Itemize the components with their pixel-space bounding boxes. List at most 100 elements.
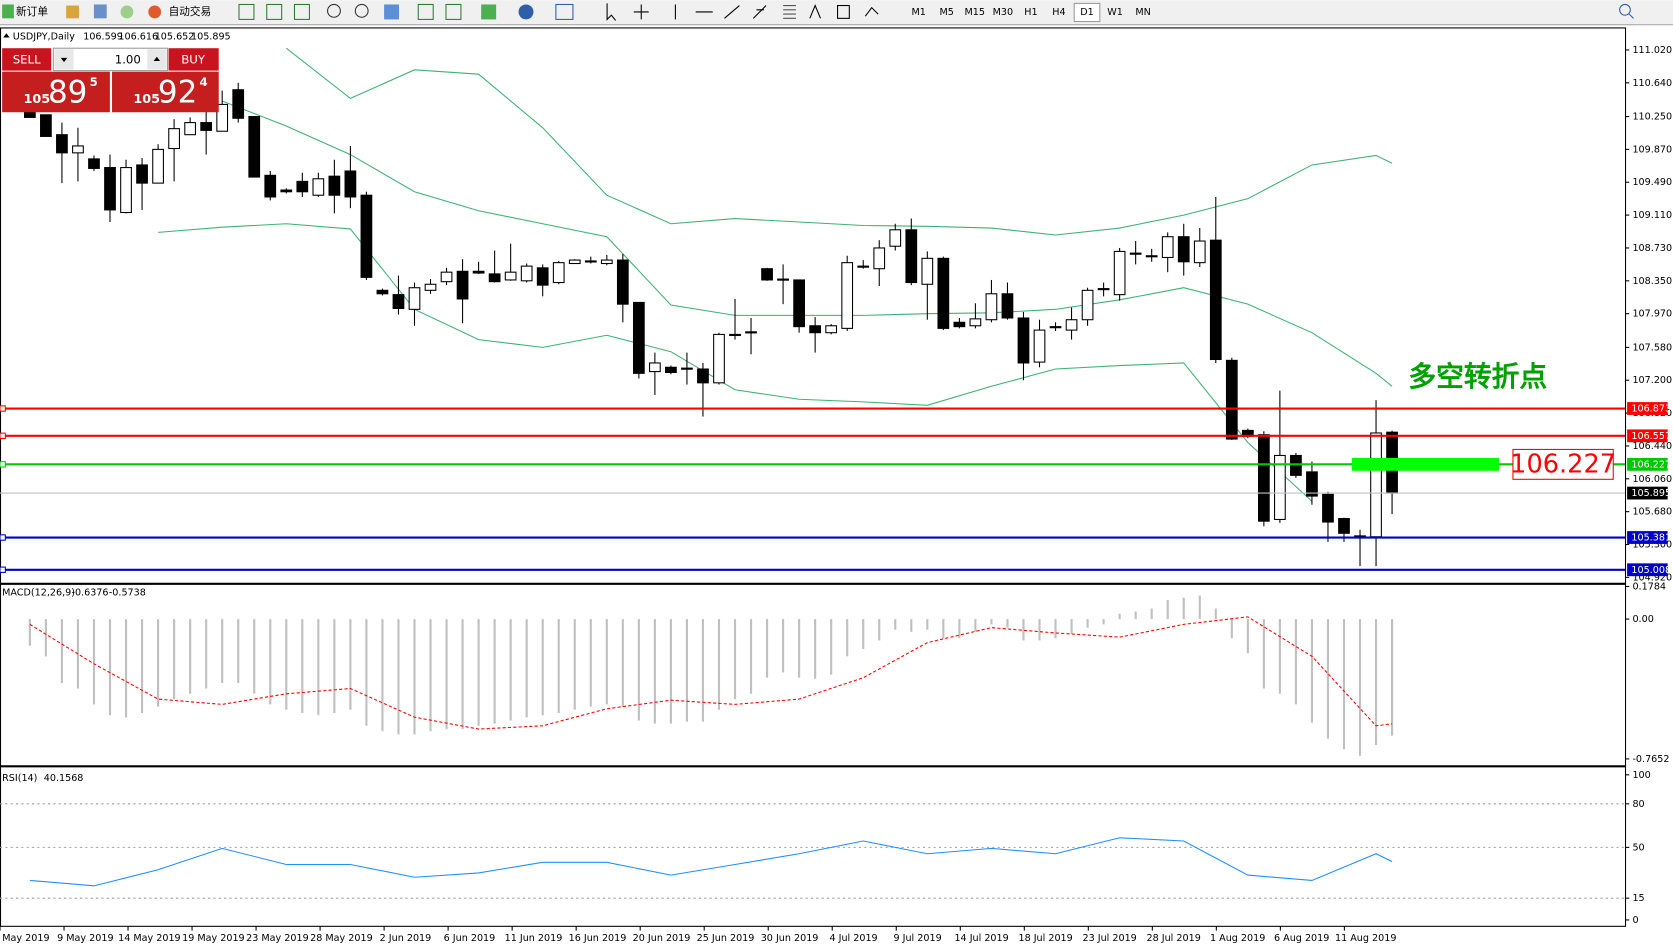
candle-body [1257,434,1270,522]
auto-trading-button[interactable]: 自动交易 [169,5,212,18]
buy-price-small: 4 [200,75,208,89]
buy-button[interactable] [168,48,219,71]
x-tick-label: 11 Aug 2019 [1335,933,1396,944]
timeframe-button[interactable]: M15 [965,7,986,18]
arrows-icon[interactable] [864,6,879,17]
candle-body [344,170,357,198]
candle-body [72,145,84,154]
candle-body [889,229,902,247]
candle-body [504,271,517,281]
level-label-box [1627,531,1668,544]
templates-icon[interactable] [555,3,574,20]
sell-price-box[interactable] [2,71,110,113]
auto-trading-icon[interactable] [148,5,162,19]
scroll-icon[interactable] [417,3,434,20]
shift-icon[interactable] [445,3,462,20]
level-anchor [0,461,6,468]
text-icon[interactable] [809,4,821,19]
rsi-label: RSI(14) [2,773,37,784]
tool-icon[interactable] [238,3,255,20]
channel-icon[interactable] [752,5,767,19]
lot-input[interactable] [52,47,169,72]
timeframe-button[interactable]: M30 [993,7,1014,18]
low-price: 105.652 [155,31,195,42]
x-tick-label: 4 Jul 2019 [829,933,877,944]
tile-icon[interactable] [384,4,400,20]
candle-body [1065,319,1078,331]
timeframe-button[interactable]: MN [1135,7,1150,18]
macd-signal [29,616,1393,730]
tool-icon[interactable] [66,5,79,19]
candle-body [1129,252,1142,255]
candle-body [713,333,725,384]
zoom-in-icon[interactable] [327,3,341,18]
sell-button[interactable] [2,48,52,71]
level-anchor [0,534,6,541]
toolbar: 新订单 自动交易 M1 M5 M15 M30 H1 H4 D1 W1 MN [0,0,1673,26]
search-icon[interactable] [1619,3,1631,16]
candle-body [681,367,693,370]
candle-body [88,158,100,169]
y-tick-label: 106.440 [1632,441,1672,452]
rsi-value: 40.1568 [44,773,84,784]
candle-body [777,278,789,281]
timeframe-button[interactable]: M5 [940,7,954,18]
periods-icon[interactable] [518,4,534,20]
candle-body [376,289,389,295]
open-price: 106.599 [83,31,123,42]
timeframe-button[interactable]: H4 [1052,7,1065,18]
level-label: 106.227 [1631,459,1671,470]
buy-price-box[interactable] [112,71,219,113]
label-icon[interactable] [837,5,850,19]
x-tick-label: 16 Jun 2019 [569,933,627,944]
rsi-line [29,837,1393,887]
candle-body [1001,293,1014,319]
cursor-icon[interactable] [606,3,617,21]
new-order-icon[interactable] [2,4,14,19]
new-order-button[interactable]: 新订单 [16,5,48,18]
sell-label[interactable]: SELL [13,52,41,66]
bollinger-band [285,47,1393,236]
lot-value[interactable]: 1.00 [115,52,141,66]
candle-body [232,89,245,119]
zoom-out-icon[interactable] [354,3,369,18]
timeframe-button[interactable]: H1 [1024,7,1037,18]
tool-icon[interactable] [293,3,310,20]
timeframe-button[interactable]: W1 [1107,7,1123,18]
y-tick-label: 80 [1632,799,1644,810]
axes: 111.020 110.640 110.250 109.870 109.490 109.1… [0,45,1672,944]
trade-panel: SELL 1.00 BUY 105 89 5 105 92 4 [2,47,219,113]
candle-body [857,265,870,268]
candle-body [472,270,485,274]
candle-body [552,262,565,284]
x-tick-label: 30 Jun 2019 [761,933,819,944]
candle-body [697,368,709,384]
timeframe-bar: M1 M5 M15 M30 H1 H4 D1 W1 MN [911,2,1151,23]
buy-label[interactable]: BUY [181,52,206,66]
indicators-icon[interactable] [481,4,497,20]
level-label-box [1627,429,1668,443]
y-tick-label: 0.00 [1632,614,1653,625]
candle-body [793,279,805,328]
crosshair-icon[interactable] [633,4,649,20]
timeframe-button[interactable]: D1 [1080,7,1094,18]
trendline-icon[interactable] [724,5,740,19]
x-tick-label: 23 Jul 2019 [1082,933,1136,944]
y-tick-label: 106.060 [1632,474,1672,485]
fibo-icon[interactable] [783,5,796,19]
timeframe-button[interactable]: M1 [911,7,925,18]
level-label-box [1627,457,1668,471]
search-icon-handle [1628,13,1634,19]
y-tick-label: 108.730 [1632,243,1672,254]
tool-icon[interactable] [120,5,134,19]
tool-icon[interactable] [266,3,283,20]
candle-body [520,265,533,282]
candle-body [248,116,261,178]
candle-body [632,301,645,374]
annotation: 多空转折点 [1408,360,1547,393]
tool-icon[interactable] [93,4,107,19]
x-tick-label: 20 Jun 2019 [633,933,691,944]
candle-body [825,325,838,334]
